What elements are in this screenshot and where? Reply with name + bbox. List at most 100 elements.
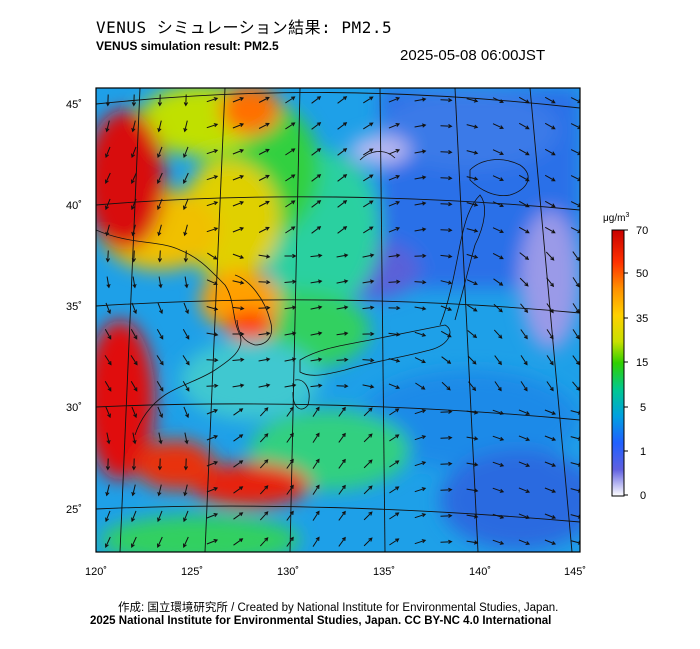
wind-arrow <box>105 146 111 159</box>
wind-arrow <box>183 484 188 497</box>
wind-arrow <box>284 305 297 310</box>
wind-arrow <box>546 277 555 288</box>
wind-arrow <box>183 94 189 107</box>
wind-arrow <box>363 537 373 547</box>
wind-arrow <box>338 458 346 469</box>
wind-arrow <box>338 484 346 495</box>
wind-arrow <box>363 459 373 469</box>
wind-arrow <box>414 357 426 364</box>
wind-arrow <box>157 198 163 211</box>
wind-arrow <box>182 380 190 392</box>
wind-arrow <box>388 253 401 258</box>
wind-arrow <box>414 513 427 519</box>
wind-arrow <box>466 98 479 103</box>
wind-arrow <box>362 305 375 310</box>
wind-arrow <box>544 200 556 208</box>
wind-arrow <box>336 357 349 362</box>
colorbar-tick-0: 0 <box>640 490 646 502</box>
wind-arrow <box>183 224 188 237</box>
wind-arrow <box>440 227 453 233</box>
wind-arrow <box>259 407 269 417</box>
wind-arrow <box>466 488 479 493</box>
wind-arrow <box>414 306 427 311</box>
wind-arrow <box>206 201 219 207</box>
lon-label-130: 130˚ <box>277 566 299 578</box>
wind-arrow <box>414 539 427 545</box>
wind-arrow <box>259 511 269 521</box>
wind-arrow <box>232 253 245 259</box>
wind-arrow <box>544 148 556 156</box>
wind-arrow <box>544 539 557 545</box>
wind-arrow <box>157 406 163 419</box>
wind-arrow <box>184 432 189 445</box>
wind-arrow <box>207 252 218 260</box>
lon-label-140: 140˚ <box>469 566 491 578</box>
wind-arrow <box>156 328 164 340</box>
lon-label-145: 145˚ <box>564 566 586 578</box>
wind-arrow <box>440 409 453 414</box>
wind-arrow <box>440 487 453 492</box>
wind-arrow <box>105 250 111 263</box>
wind-arrow <box>157 536 163 548</box>
wind-arrow <box>286 536 294 547</box>
wind-arrow <box>184 276 189 289</box>
wind-arrow <box>206 513 219 519</box>
wind-arrow <box>440 149 453 155</box>
wind-arrow <box>311 174 322 182</box>
wind-arrow <box>518 200 530 208</box>
wind-arrow <box>440 539 453 544</box>
wind-arrow <box>183 250 189 263</box>
wind-arrow <box>338 510 346 521</box>
wind-arrow <box>258 331 271 336</box>
wind-arrow <box>440 280 453 285</box>
wind-arrow <box>183 458 189 471</box>
wind-arrow <box>312 432 320 443</box>
wind-arrow <box>183 536 189 548</box>
wind-arrow <box>311 122 322 130</box>
lon-label-120: 120˚ <box>85 566 107 578</box>
wind-arrow <box>467 330 478 339</box>
coastlines <box>96 151 529 436</box>
wind-arrow <box>466 514 479 519</box>
wind-arrow <box>232 227 245 233</box>
lat-label-25: 25˚ <box>66 504 82 516</box>
wind-arrow <box>440 175 453 181</box>
wind-arrow <box>258 254 271 259</box>
wind-arrow <box>388 332 401 337</box>
wind-arrow <box>131 302 137 315</box>
wind-arrow <box>310 253 323 258</box>
wind-arrow <box>285 148 296 156</box>
wind-arrow <box>183 510 189 523</box>
wind-arrow <box>362 358 375 363</box>
wind-arrow <box>466 176 479 181</box>
wind-arrow <box>182 328 190 340</box>
wind-arrow <box>258 122 270 129</box>
wind-arrow <box>259 485 269 495</box>
wind-arrow <box>131 510 137 523</box>
wind-arrow <box>492 539 505 545</box>
wind-arrow <box>312 458 320 469</box>
wind-arrow <box>206 175 219 181</box>
wind-arrow <box>572 251 580 262</box>
wind-arrow <box>389 434 400 442</box>
colorbar-tick-5: 5 <box>640 402 646 414</box>
wind-arrow <box>310 279 323 284</box>
wind-arrow <box>544 96 556 104</box>
wind-arrow <box>440 330 452 338</box>
wind-arrow <box>232 331 245 337</box>
wind-arrow <box>158 276 163 289</box>
wind-arrow <box>132 276 137 289</box>
title-japanese: VENUS シミュレーション結果: PM2.5 <box>96 18 393 37</box>
wind-arrow <box>105 302 111 315</box>
wind-arrow <box>362 331 375 337</box>
credit-line-1: 作成: 国立環境研究所 / Created by National Instit… <box>118 602 559 614</box>
wind-arrow <box>105 458 111 471</box>
wind-arrow <box>518 487 531 493</box>
wind-arrow <box>389 512 400 520</box>
wind-arrow <box>466 150 479 155</box>
wind-arrow <box>544 461 557 467</box>
wind-arrow <box>285 122 296 130</box>
wind-arrow <box>105 172 111 184</box>
wind-arrow <box>337 96 348 104</box>
